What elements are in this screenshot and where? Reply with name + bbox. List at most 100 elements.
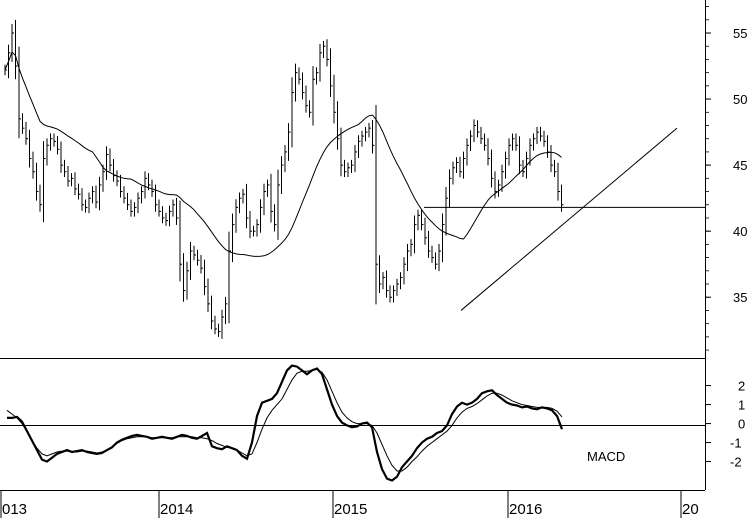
price-bar [36, 162, 39, 201]
price-bar [515, 133, 518, 151]
price-bar [291, 77, 294, 148]
price-bar [11, 24, 14, 62]
macd-tick-label: -1 [730, 436, 742, 451]
price-bar [365, 126, 368, 142]
price-bar [239, 192, 242, 214]
price-bar [22, 113, 25, 134]
macd-line [7, 364, 564, 482]
price-bar [253, 225, 256, 237]
price-bar [295, 63, 298, 102]
price-bar [536, 126, 539, 144]
price-bar [389, 285, 392, 303]
price-bar [477, 120, 480, 138]
price-bar [284, 144, 287, 173]
moving-average-line [4, 51, 562, 257]
price-bar [228, 231, 231, 324]
x-tick-label: 013 [2, 501, 27, 518]
price-bar [487, 138, 490, 166]
price-tick-label: 55 [733, 26, 747, 41]
price-bar [547, 135, 550, 159]
price-bar [106, 146, 109, 180]
price-bar [281, 156, 284, 194]
price-bar [85, 199, 88, 213]
price-bar [333, 74, 336, 124]
price-bar [25, 122, 28, 145]
price-axis: 35 40 45 50 55 [705, 6, 747, 351]
price-bar [92, 186, 95, 204]
price-bar [540, 126, 543, 142]
price-bar [505, 151, 508, 179]
price-bar [18, 46, 21, 139]
price-bar [78, 183, 81, 200]
price-bar [130, 199, 133, 217]
price-bar [200, 254, 203, 274]
price-bar [393, 285, 396, 303]
price-bar [554, 159, 557, 178]
price-bar [32, 151, 35, 179]
price-bar [74, 172, 77, 196]
price-bar [46, 138, 49, 166]
price-bar [508, 138, 511, 166]
price-bar [67, 166, 70, 187]
price-bar [312, 66, 315, 126]
price-bar [207, 278, 210, 313]
price-bar [316, 67, 319, 85]
macd-tick-label: 2 [738, 379, 745, 394]
price-bar [64, 159, 67, 178]
price-tick-label: 50 [733, 92, 747, 107]
price-bar [494, 171, 497, 199]
price-bar [204, 259, 207, 296]
price-bar [400, 272, 403, 290]
price-bar [172, 199, 175, 217]
price-bars [4, 19, 564, 339]
price-bar [407, 244, 410, 272]
price-bar [50, 133, 53, 151]
price-bar [256, 219, 259, 237]
price-bar [274, 204, 277, 232]
price-bar [438, 244, 441, 272]
price-bar [162, 206, 165, 224]
macd-tick-label: -2 [730, 455, 742, 470]
price-bar [358, 135, 361, 159]
price-bar [95, 185, 98, 209]
price-bar [445, 187, 448, 236]
price-bar [344, 159, 347, 178]
price-bar [340, 127, 343, 177]
price-bar [305, 85, 308, 113]
macd-label: MACD [587, 449, 625, 464]
price-bar [39, 184, 42, 212]
price-bar [15, 19, 18, 80]
price-bar [424, 217, 427, 245]
price-bar [319, 43, 322, 82]
price-tick-label: 40 [733, 224, 747, 239]
price-bar [501, 164, 504, 192]
price-bar [113, 159, 116, 182]
price-bar [354, 144, 357, 173]
price-bar [288, 123, 291, 161]
x-tick-label: 2016 [509, 501, 542, 518]
price-bar [183, 253, 186, 302]
price-bar [519, 136, 522, 175]
x-tick-label: 2014 [160, 501, 193, 518]
price-bar [249, 211, 252, 239]
macd-tick-label: 0 [738, 417, 745, 432]
price-bar [155, 184, 158, 212]
price-bar [442, 213, 445, 263]
price-bar [134, 202, 137, 217]
price-bar [141, 186, 144, 204]
price-bar [190, 241, 193, 280]
price-bar [81, 188, 84, 211]
price-bar [137, 192, 140, 214]
price-bar [484, 133, 487, 151]
trendline [460, 127, 678, 311]
price-bar [323, 40, 326, 59]
price-bar [330, 48, 333, 97]
price-bar [260, 199, 263, 233]
price-bar [53, 133, 56, 147]
price-bar [218, 323, 221, 337]
price-tick-label: 45 [733, 158, 747, 173]
price-bar [214, 315, 217, 335]
price-bar [144, 171, 147, 199]
price-bar [435, 252, 438, 270]
